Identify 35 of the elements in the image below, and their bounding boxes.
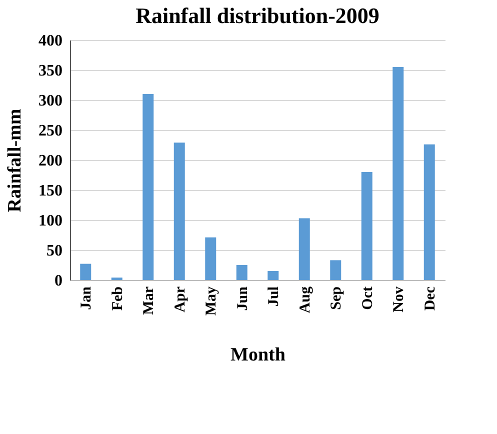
y-tick-label: 50 <box>46 242 62 260</box>
bar <box>174 142 185 280</box>
x-tick-label: May <box>204 286 220 316</box>
x-tick-label: Dec <box>422 286 438 311</box>
y-tick-label: 250 <box>38 122 62 140</box>
bar <box>268 271 279 280</box>
x-tick-label: Aug <box>297 286 314 314</box>
x-tick-label: Apr <box>172 286 188 312</box>
x-tick-label: Oct <box>360 286 376 310</box>
x-tick-label: Jan <box>78 286 95 310</box>
bar <box>142 94 154 280</box>
y-tick-label: 0 <box>54 272 62 290</box>
y-tick-label: 200 <box>38 152 62 170</box>
y-tick-label: 150 <box>38 182 62 200</box>
x-tick-label: Sep <box>328 286 345 310</box>
bar <box>361 172 372 280</box>
x-axis-title: Month <box>230 344 286 366</box>
y-tick-label: 100 <box>38 212 62 230</box>
bar <box>205 237 216 280</box>
bar <box>298 218 310 280</box>
x-tick-label: Jun <box>234 286 251 311</box>
bar <box>236 265 248 280</box>
bar <box>424 144 435 280</box>
x-tick-label: Mar <box>141 286 158 315</box>
bar <box>80 264 92 280</box>
y-tick-label: 400 <box>38 32 62 50</box>
x-tick-label: Jul <box>266 286 282 307</box>
x-tick-label: Feb <box>110 286 126 311</box>
bar <box>392 67 404 280</box>
bar <box>330 260 342 280</box>
y-tick-label: 300 <box>38 92 62 110</box>
y-axis-title: Rainfall-mm <box>4 108 26 212</box>
chart-title: Rainfall distribution-2009 <box>136 3 380 28</box>
x-tick-label: Nov <box>391 286 408 312</box>
y-tick-label: 350 <box>38 62 62 80</box>
